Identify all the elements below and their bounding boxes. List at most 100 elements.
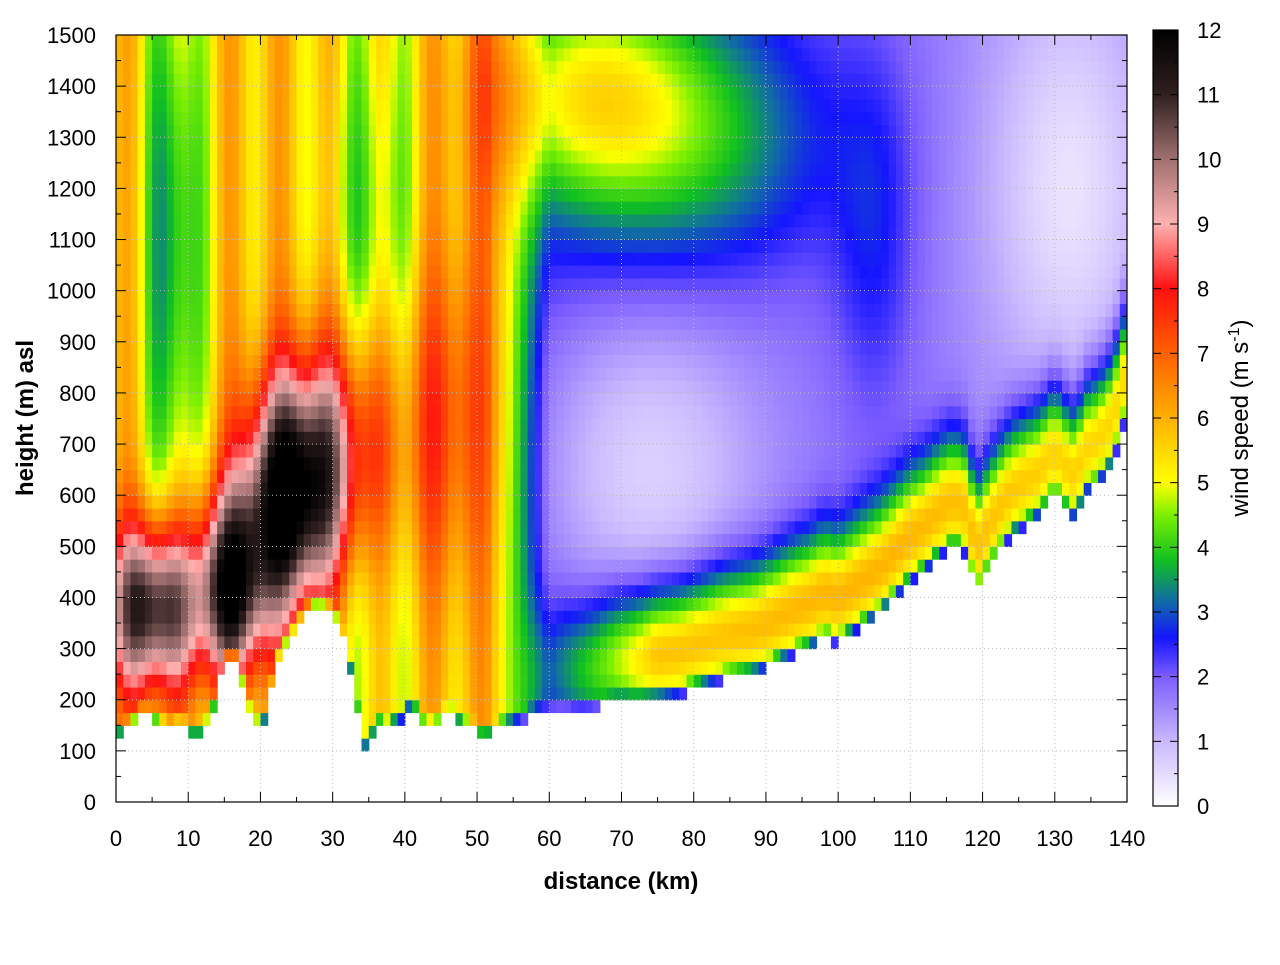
heatmap-cell	[245, 277, 254, 292]
heatmap-cell	[722, 392, 731, 407]
heatmap-cell	[570, 316, 579, 330]
heatmap-cell	[737, 597, 745, 611]
heatmap-cell	[744, 405, 753, 420]
heatmap-cell	[123, 213, 132, 228]
heatmap-cell	[332, 239, 341, 253]
heatmap-cell	[152, 674, 160, 688]
heatmap-cell	[195, 699, 204, 714]
heatmap-cell	[253, 367, 262, 381]
heatmap-cell	[137, 329, 146, 343]
heatmap-cell	[347, 559, 355, 573]
heatmap-cell	[209, 162, 218, 177]
heatmap-cell	[542, 520, 550, 535]
heatmap-cell	[578, 367, 586, 381]
heatmap-cell	[347, 635, 355, 650]
heatmap-cell	[390, 265, 399, 279]
heatmap-cell	[534, 329, 543, 343]
heatmap-cell	[700, 392, 709, 407]
heatmap-cell	[332, 405, 341, 420]
heatmap-cell	[173, 431, 182, 445]
heatmap-cell	[274, 201, 283, 215]
heatmap-cell	[368, 597, 377, 611]
heatmap-cell	[527, 686, 536, 701]
heatmap-cell	[217, 341, 225, 356]
heatmap-cell	[527, 354, 536, 368]
heatmap-cell	[578, 226, 586, 241]
heatmap-cell	[253, 201, 262, 215]
heatmap-cell	[289, 277, 298, 292]
heatmap-cell	[289, 482, 298, 496]
heatmap-cell	[744, 380, 753, 394]
heatmap-cell	[166, 699, 175, 714]
heatmap-cell	[159, 86, 168, 100]
heatmap-cell	[209, 124, 218, 138]
heatmap-cell	[419, 444, 428, 458]
heatmap-cell	[578, 137, 586, 151]
heatmap-cell	[209, 341, 218, 356]
heatmap-cell	[440, 239, 449, 253]
heatmap-cell	[159, 431, 168, 445]
heatmap-cell	[318, 265, 327, 279]
heatmap-cell	[628, 290, 637, 305]
heatmap-cell	[650, 635, 659, 650]
heatmap-cell	[513, 111, 521, 126]
heatmap-cell	[607, 610, 615, 624]
heatmap-cell	[505, 137, 514, 151]
heatmap-cell	[267, 316, 276, 330]
heatmap-cell	[556, 507, 565, 522]
heatmap-cell	[253, 623, 262, 637]
heatmap-cell	[361, 162, 370, 177]
heatmap-cell	[296, 47, 305, 62]
heatmap-cell	[737, 265, 745, 279]
heatmap-cell	[159, 341, 168, 356]
heatmap-cell	[556, 316, 565, 330]
heatmap-cell	[484, 725, 493, 739]
heatmap-cell	[794, 213, 803, 228]
heatmap-cell	[354, 392, 363, 407]
heatmap-cell	[527, 316, 536, 330]
heatmap-cell	[440, 137, 449, 151]
heatmap-cell	[765, 456, 774, 471]
heatmap-cell	[404, 265, 413, 279]
heatmap-cell	[289, 213, 298, 228]
heatmap-cell	[556, 686, 565, 701]
heatmap-cell	[498, 405, 507, 420]
heatmap-cell	[375, 201, 384, 215]
heatmap-cell	[556, 380, 565, 394]
heatmap-cell	[542, 597, 550, 611]
heatmap-cell	[635, 571, 644, 586]
heatmap-cell	[751, 661, 760, 675]
heatmap-cell	[383, 290, 392, 305]
heatmap-cell	[383, 111, 392, 126]
heatmap-cell	[180, 124, 189, 138]
heatmap-cell	[787, 431, 796, 445]
heatmap-cell	[462, 137, 471, 151]
heatmap-cell	[397, 597, 406, 611]
heatmap-cell	[383, 712, 392, 726]
heatmap-cell	[253, 686, 262, 701]
heatmap-cell	[693, 47, 702, 62]
heatmap-cell	[708, 111, 716, 126]
heatmap-cell	[152, 559, 160, 573]
heatmap-cell	[310, 495, 319, 509]
heatmap-cell	[462, 150, 471, 164]
heatmap-cell	[440, 162, 449, 177]
heatmap-cell	[657, 571, 666, 586]
heatmap-cell	[289, 150, 298, 164]
heatmap-cell	[339, 571, 348, 586]
heatmap-cell	[390, 686, 399, 701]
heatmap-cell	[635, 252, 644, 266]
heatmap-cell	[180, 392, 189, 407]
heatmap-cell	[195, 175, 204, 189]
heatmap-cell	[542, 277, 550, 292]
heatmap-cell	[289, 252, 298, 266]
heatmap-cell	[173, 405, 182, 420]
heatmap-cell	[419, 35, 428, 49]
heatmap-cell	[650, 73, 659, 87]
heatmap-cell	[650, 60, 659, 74]
heatmap-cell	[144, 661, 153, 675]
heatmap-cell	[173, 380, 182, 394]
heatmap-cell	[433, 520, 442, 535]
heatmap-cell	[715, 392, 724, 407]
heatmap-cell	[224, 405, 233, 420]
